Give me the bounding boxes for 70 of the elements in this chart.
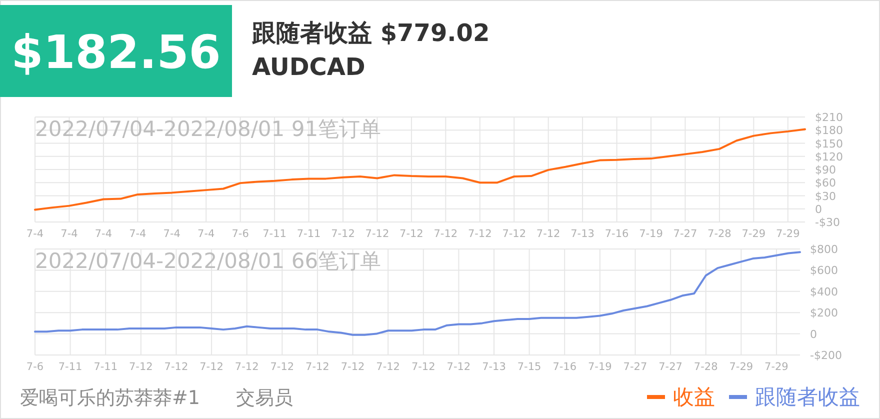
x-tick-label: 7-12 [446, 361, 471, 373]
x-tick-label: 7-4 [198, 228, 215, 240]
x-tick-label: 7-19 [639, 228, 663, 240]
x-tick-label: 7-12 [340, 361, 365, 373]
text: 交易员 [236, 387, 294, 409]
y-tick-label: $210 [815, 111, 843, 124]
x-tick-label: 7-4 [163, 228, 181, 240]
x-tick-label: 7-28 [708, 228, 732, 240]
x-tick-label: 7-15 [517, 361, 542, 373]
y-tick-label: $600 [810, 264, 838, 278]
x-tick-label: 7-12 [376, 361, 400, 373]
x-tick-label: 7-19 [588, 361, 612, 373]
x-tick-label: 7-12 [270, 361, 294, 373]
text: AUDCAD [252, 53, 366, 81]
y-tick-label: $120 [815, 150, 843, 164]
x-tick-label: 7-11 [94, 361, 118, 373]
x-tick-label: 7-12 [434, 228, 458, 240]
x-tick-label: 7-13 [570, 228, 594, 240]
x-tick-label: 7-4 [60, 228, 78, 240]
legend-label: 收益 [673, 385, 715, 409]
x-tick-label: 7-6 [26, 361, 44, 373]
x-tick-label: 7-4 [26, 228, 44, 240]
x-tick-label: 7-12 [400, 228, 424, 240]
legend-label: 跟随者收益 [755, 385, 860, 409]
x-tick-label: 7-29 [742, 228, 766, 240]
y-tick-label: $90 [815, 164, 836, 176]
y-tick-label: $180 [815, 124, 843, 138]
x-tick-label: 7-12 [502, 228, 526, 240]
chart-title: 2022/07/04-2022/08/01 91笔订单 [35, 117, 382, 141]
text: 跟随者收益 $779.02 [251, 19, 490, 47]
x-tick-label: 7-12 [411, 361, 436, 373]
y-tick-label: -$30 [815, 216, 840, 229]
chart-title: 2022/07/04-2022/08/01 66笔订单 [35, 249, 382, 273]
y-tick-label: $400 [810, 285, 838, 298]
x-tick-label: 7-12 [331, 228, 355, 240]
x-tick-label: 7-12 [129, 361, 153, 373]
x-tick-label: 7-12 [536, 228, 560, 240]
x-tick-label: 7-29 [729, 361, 754, 373]
x-tick-label: 7-12 [164, 361, 188, 373]
x-tick-label: 7-27 [673, 228, 698, 240]
x-tick-label: 7-12 [234, 361, 259, 373]
x-tick-label: 7-11 [262, 228, 286, 240]
x-tick-label: 7-11 [296, 228, 321, 240]
x-tick-label: 7-27 [623, 361, 648, 373]
x-tick-label: 7-27 [658, 361, 682, 373]
y-tick-label: $200 [810, 306, 838, 320]
x-tick-label: 7-11 [58, 361, 82, 373]
x-tick-label: 7-12 [306, 361, 330, 373]
x-tick-label: 7-16 [604, 228, 630, 240]
y-tick-label: 0 [810, 328, 817, 341]
x-tick-label: 7-12 [365, 228, 390, 240]
x-tick-label: 7-6 [232, 228, 250, 240]
x-tick-label: 7-12 [468, 228, 492, 240]
line-series [34, 251, 801, 336]
y-tick-label: -$200 [810, 349, 842, 362]
x-tick-label: 7-29 [776, 228, 800, 240]
x-tick-label: 7-12 [200, 361, 224, 373]
y-tick-label: $30 [815, 190, 836, 203]
x-tick-label: 7-29 [764, 361, 788, 373]
text: $182.56 [11, 25, 221, 79]
text: 爱喝可乐的苏莽莽#1 [20, 387, 200, 409]
y-tick-label: $800 [810, 243, 838, 256]
x-tick-label: 7-13 [482, 361, 506, 373]
x-tick-label: 7-28 [694, 361, 718, 373]
x-tick-label: 7-16 [552, 361, 577, 373]
y-tick-label: $60 [815, 176, 836, 190]
x-tick-label: 7-4 [94, 228, 112, 240]
y-tick-label: $150 [815, 137, 843, 150]
x-tick-label: 7-4 [129, 228, 147, 240]
y-tick-label: 0 [815, 202, 822, 216]
